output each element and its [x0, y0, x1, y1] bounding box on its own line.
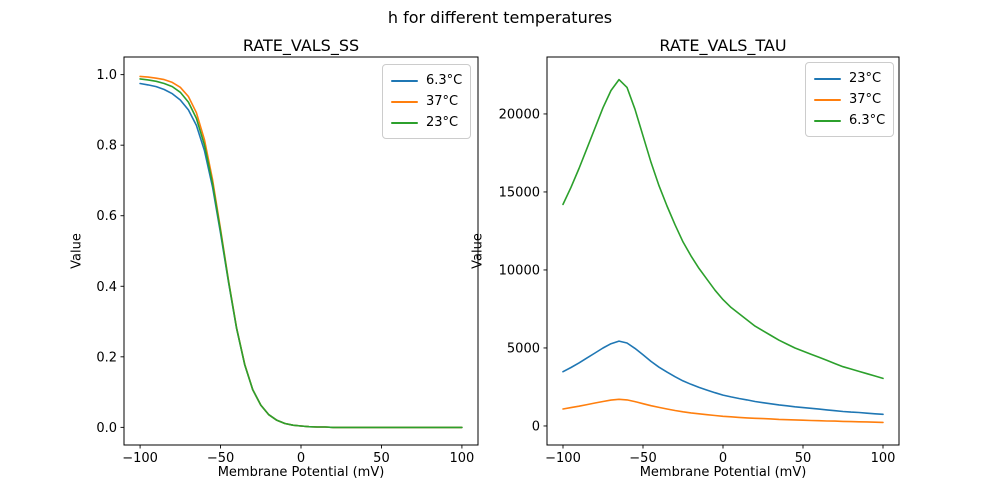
- y-tick-label: 0.4: [96, 280, 117, 295]
- series-line: [139, 78, 463, 429]
- legend-line-sample: [814, 77, 841, 80]
- series-line: [562, 340, 884, 416]
- left-legend: 6.3°C 37°C 23°C: [382, 64, 472, 139]
- x-tick-label: 100: [871, 451, 896, 466]
- legend-label: 37°C: [426, 94, 459, 109]
- x-tick-label: 0: [719, 451, 727, 466]
- y-tick-label: 20000: [499, 107, 540, 122]
- x-tick-label: 50: [795, 451, 812, 466]
- legend-line-sample: [391, 100, 418, 103]
- legend-label: 23°C: [426, 115, 459, 130]
- legend-item: 37°C: [391, 91, 462, 112]
- y-tick-label: 10000: [499, 263, 540, 278]
- left-axes-title: RATE_VALS_SS: [242, 36, 360, 55]
- x-tick-label: −50: [629, 451, 656, 466]
- x-tick-label: 50: [373, 451, 390, 466]
- axes-spine: [123, 56, 479, 446]
- right-axes-title: RATE_VALS_TAU: [659, 36, 787, 55]
- right-yaxis-label: Value: [470, 233, 486, 269]
- y-tick-label: 0.6: [96, 209, 117, 224]
- series-line: [562, 78, 884, 380]
- legend-item: 37°C: [814, 89, 885, 110]
- legend-label: 6.3°C: [426, 73, 463, 88]
- x-tick-label: 100: [449, 451, 474, 466]
- y-tick-label: 0: [532, 419, 540, 434]
- figure-suptitle: h for different temperatures: [387, 8, 613, 27]
- legend-item: 23°C: [814, 68, 885, 89]
- legend-label: 6.3°C: [849, 113, 886, 128]
- y-tick-label: 0.2: [96, 350, 117, 365]
- legend-line-sample: [391, 79, 418, 82]
- y-tick-label: 0.0: [96, 421, 117, 436]
- y-tick-label: 1.0: [96, 68, 117, 83]
- x-tick-label: −100: [122, 451, 158, 466]
- legend-label: 23°C: [849, 71, 882, 86]
- y-tick-label: 5000: [507, 341, 540, 356]
- y-tick-label: 0.8: [96, 139, 117, 154]
- legend-item: 23°C: [391, 112, 462, 133]
- y-tick-label: 15000: [499, 185, 540, 200]
- series-line: [562, 398, 884, 424]
- legend-line-sample: [814, 98, 841, 101]
- legend-line-sample: [391, 121, 418, 124]
- legend-item: 6.3°C: [391, 70, 462, 91]
- right-xaxis-label: Membrane Potential (mV): [639, 465, 807, 480]
- legend-item: 6.3°C: [814, 110, 885, 131]
- legend-label: 37°C: [849, 92, 882, 107]
- x-tick-label: 0: [297, 451, 305, 466]
- left-yaxis-label: Value: [69, 233, 85, 269]
- axes-spine: [546, 56, 900, 446]
- x-tick-label: −100: [545, 451, 581, 466]
- left-xaxis-label: Membrane Potential (mV): [217, 465, 385, 480]
- x-tick-label: −50: [207, 451, 234, 466]
- legend-line-sample: [814, 119, 841, 122]
- right-legend: 23°C 37°C 6.3°C: [805, 62, 895, 137]
